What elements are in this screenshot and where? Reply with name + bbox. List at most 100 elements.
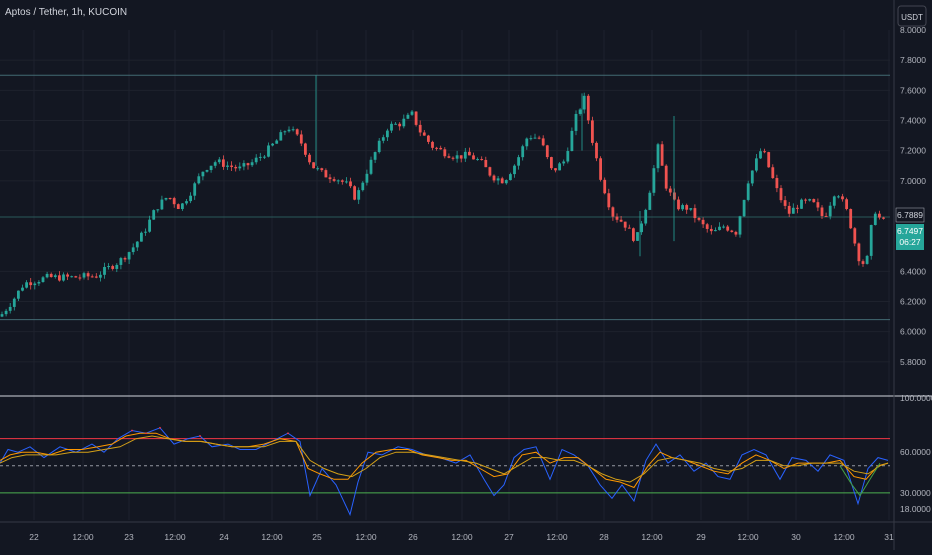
time-axis-label: 25 (312, 532, 322, 542)
countdown-text: 06:27 (899, 237, 921, 247)
candle-body (742, 199, 746, 217)
candle-body (443, 149, 447, 157)
candle-body (488, 167, 492, 176)
candle-body (636, 232, 639, 241)
candle-body (685, 205, 689, 210)
candle-body (435, 147, 438, 149)
candle-body (476, 159, 479, 161)
candle-body (718, 226, 721, 231)
candle-body (181, 203, 184, 210)
candle-body (439, 147, 443, 150)
candle-body (41, 277, 45, 282)
time-axis-label: 23 (124, 532, 134, 542)
candle-body (29, 282, 33, 286)
candle-body (574, 113, 578, 131)
time-axis-label: 22 (29, 532, 39, 542)
candle-body (62, 274, 65, 281)
candle-body (869, 225, 873, 256)
candle-body (381, 137, 385, 141)
oscillator-axis-label: 30.0000 (900, 488, 931, 498)
candle-body (345, 181, 348, 183)
candle-body (775, 178, 779, 189)
candle-body (377, 140, 381, 153)
candle-body (787, 205, 791, 214)
candle-body (324, 170, 328, 178)
candle-body (213, 162, 217, 166)
candle-body (824, 215, 828, 217)
candle-body (258, 156, 262, 158)
candle-body (386, 130, 389, 138)
candle-body (550, 157, 553, 169)
candle-body (340, 180, 344, 182)
candle-body (201, 171, 205, 177)
candle-body (504, 180, 508, 184)
time-axis-label: 12:00 (737, 532, 759, 542)
candle-body (418, 124, 422, 133)
time-axis-label: 12:00 (164, 532, 186, 542)
candle-body (275, 140, 279, 144)
candle-body (140, 232, 143, 242)
candle-body (193, 183, 197, 196)
currency-button[interactable]: USDT (897, 5, 927, 27)
oscillator-pane[interactable] (0, 426, 890, 517)
candle-body (783, 200, 787, 206)
candle-body (349, 181, 352, 187)
candle-body (525, 138, 529, 147)
candle-body (369, 159, 373, 174)
candle-body (513, 165, 516, 175)
candle-body (144, 231, 147, 233)
candle-body (566, 151, 570, 162)
candle-body (722, 226, 725, 228)
candle-body (808, 199, 812, 201)
candle-body (791, 207, 795, 214)
candle-body (357, 190, 361, 200)
candle-body (361, 182, 365, 191)
candle-body (209, 165, 213, 171)
candle-body (796, 207, 799, 209)
candle-body (263, 156, 266, 158)
candle-body (58, 275, 61, 281)
candle-body (607, 193, 611, 208)
candle-body (107, 266, 110, 268)
candle-body (78, 277, 82, 279)
candle-body (861, 261, 865, 264)
candle-body (746, 183, 750, 200)
candle-body (312, 162, 315, 169)
candle-body (254, 157, 258, 163)
candle-body (832, 196, 836, 206)
candle-body (591, 120, 594, 143)
candlestick-series[interactable] (0, 75, 885, 318)
last-price-high-label: 6.7889 (895, 207, 925, 223)
candle-body (373, 152, 377, 160)
candle-body (816, 202, 820, 208)
candle-body (168, 197, 172, 199)
candle-body (648, 192, 652, 210)
candle-body (853, 228, 857, 244)
candle-body (578, 109, 582, 114)
candle-body (328, 177, 332, 180)
candle-body (800, 199, 803, 209)
candle-body (882, 217, 885, 219)
candle-body (164, 197, 168, 200)
price-axis-label: 6.4000 (900, 266, 926, 276)
candle-body (45, 273, 49, 278)
oscillator-series-d (0, 435, 889, 483)
candle-body (353, 186, 356, 200)
candle-body (759, 151, 762, 159)
time-axis-label: 12:00 (546, 532, 568, 542)
candle-body (570, 130, 574, 152)
candle-body (82, 273, 86, 278)
candle-body (291, 129, 295, 131)
candle-body (521, 146, 525, 158)
candle-body (135, 241, 139, 248)
candle-body (103, 266, 106, 275)
candle-body (189, 195, 192, 202)
candle-body (820, 207, 824, 216)
candle-body (849, 209, 853, 229)
time-axis-label: 12:00 (641, 532, 663, 542)
candle-body (127, 252, 131, 260)
time-axis-label: 24 (219, 532, 229, 542)
candle-body (459, 155, 463, 159)
